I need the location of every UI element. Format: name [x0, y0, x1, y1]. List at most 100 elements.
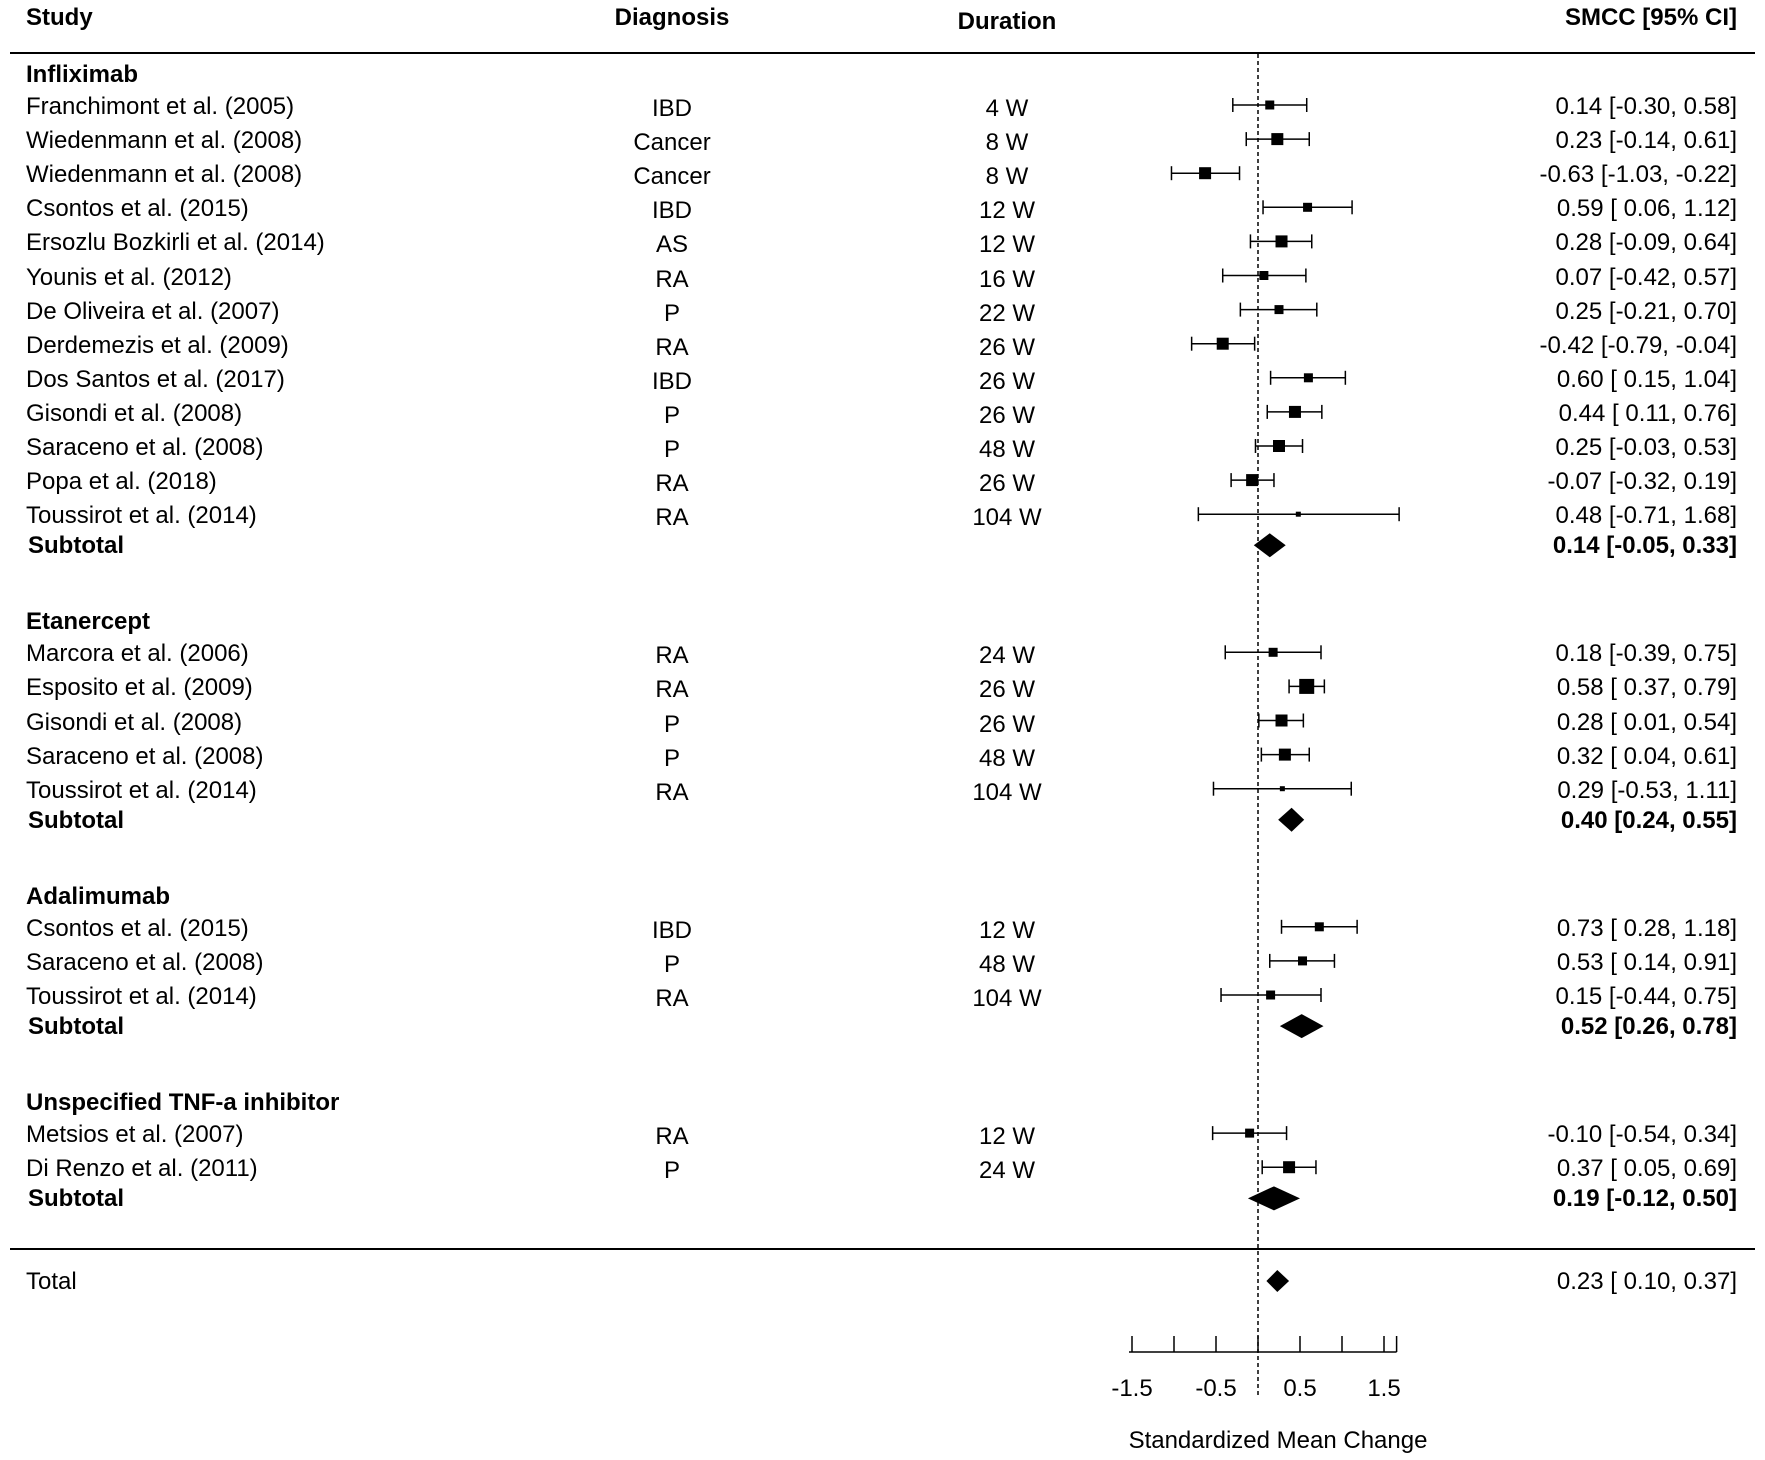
- subtotal-smcc: 0.19 [-0.12, 0.50]: [1552, 1185, 1737, 1213]
- duration-cell: 16 W: [978, 265, 1036, 293]
- duration-cell: 12 W: [978, 197, 1036, 225]
- subtotal-label: Subtotal: [28, 532, 124, 560]
- duration-cell: 12 W: [978, 916, 1036, 944]
- smcc-cell: 0.48 [-0.71, 1.68]: [1555, 502, 1737, 530]
- study-name: Di Renzo et al. (2011): [26, 1155, 258, 1183]
- point-estimate: [1299, 678, 1315, 694]
- study-name: Esposito et al. (2009): [26, 674, 253, 702]
- study-name: Franchimont et al. (2005): [26, 93, 295, 120]
- duration-cell: 8 W: [985, 163, 1029, 191]
- subtotal-smcc: 0.14 [-0.05, 0.33]: [1552, 532, 1737, 560]
- smcc-cell: -0.07 [-0.32, 0.19]: [1547, 468, 1737, 496]
- study-name: Popa et al. (2018): [26, 468, 217, 496]
- smcc-cell: -0.10 [-0.54, 0.34]: [1547, 1121, 1737, 1149]
- diagnosis-cell: IBD: [651, 95, 693, 122]
- subtotal-label: Subtotal: [28, 806, 124, 834]
- point-estimate: [1216, 337, 1229, 350]
- x-tick-label: 0.5: [1283, 1375, 1317, 1402]
- point-estimate: [1266, 990, 1276, 1000]
- diagnosis-cell: IBD: [651, 367, 693, 395]
- diagnosis-cell: RA: [655, 985, 689, 1012]
- point-estimate: [1274, 305, 1284, 315]
- study-name: Marcora et al. (2006): [26, 640, 249, 668]
- diagnosis-cell: P: [663, 1157, 681, 1185]
- subtotal-smcc: 0.40 [0.24, 0.55]: [1560, 806, 1737, 834]
- diagnosis-cell: RA: [655, 504, 689, 532]
- diagnosis-cell: IBD: [651, 197, 693, 225]
- subtotal-diamond: [1253, 533, 1286, 558]
- total-smcc: 0.23 [ 0.10, 0.37]: [1556, 1268, 1737, 1295]
- duration-cell: 24 W: [978, 642, 1036, 670]
- smcc-cell: 0.58 [ 0.37, 0.79]: [1556, 674, 1737, 702]
- diagnosis-cell: P: [663, 950, 681, 978]
- diagnosis-cell: IBD: [651, 916, 693, 944]
- duration-cell: 48 W: [978, 436, 1036, 463]
- duration-cell: 26 W: [978, 367, 1036, 395]
- diagnosis-cell: RA: [655, 265, 689, 293]
- point-estimate: [1279, 786, 1285, 792]
- duration-cell: 48 W: [978, 950, 1036, 978]
- smcc-cell: 0.15 [-0.44, 0.75]: [1555, 983, 1737, 1010]
- diagnosis-cell: P: [663, 299, 681, 327]
- study-name: Ersozlu Bozkirli et al. (2014): [26, 229, 325, 257]
- smcc-cell: 0.25 [-0.21, 0.70]: [1555, 297, 1737, 325]
- smcc-cell: -0.42 [-0.79, -0.04]: [1539, 331, 1737, 359]
- point-estimate: [1259, 271, 1269, 280]
- smcc-cell: 0.53 [ 0.14, 0.91]: [1556, 948, 1737, 976]
- point-estimate: [1314, 922, 1324, 932]
- diagnosis-cell: RA: [655, 676, 689, 704]
- header-rule: [10, 52, 1755, 54]
- diagnosis-cell: RA: [655, 778, 689, 806]
- diagnosis-cell: RA: [655, 470, 689, 498]
- total-diamond: [1266, 1270, 1290, 1292]
- study-name: Gisondi et al. (2008): [26, 399, 243, 427]
- point-estimate: [1268, 647, 1278, 657]
- duration-cell: 12 W: [978, 1123, 1036, 1151]
- header-smcc: SMCC [95% CI]: [1564, 4, 1737, 31]
- point-estimate: [1303, 373, 1313, 383]
- point-estimate: [1265, 100, 1275, 110]
- point-estimate: [1303, 202, 1313, 212]
- study-name: Toussirot et al. (2014): [26, 502, 257, 530]
- smcc-cell: 0.60 [ 0.15, 1.04]: [1556, 365, 1737, 393]
- duration-cell: 26 W: [978, 710, 1036, 738]
- group-label: Unspecified TNF-a inhibitor: [26, 1089, 340, 1117]
- point-estimate: [1298, 956, 1308, 966]
- duration-cell: 8 W: [985, 129, 1029, 157]
- duration-cell: 26 W: [978, 676, 1036, 704]
- x-tick-label: 1.5: [1367, 1375, 1401, 1402]
- study-name: Gisondi et al. (2008): [26, 708, 243, 736]
- smcc-cell: 0.44 [ 0.11, 0.76]: [1558, 399, 1737, 427]
- smcc-cell: 0.23 [-0.14, 0.61]: [1555, 127, 1737, 155]
- diagnosis-cell: RA: [655, 1123, 689, 1151]
- study-name: Csontos et al. (2015): [26, 195, 249, 223]
- study-name: De Oliveira et al. (2007): [26, 297, 280, 325]
- study-name: Csontos et al. (2015): [26, 914, 249, 942]
- point-estimate: [1271, 133, 1284, 146]
- smcc-cell: -0.63 [-1.03, -0.22]: [1539, 161, 1737, 189]
- header-duration: Duration: [957, 8, 1057, 35]
- point-estimate: [1288, 405, 1301, 418]
- study-name: Dos Santos et al. (2017): [26, 365, 285, 393]
- study-name: Saraceno et al. (2008): [26, 742, 264, 770]
- point-estimate: [1278, 748, 1291, 761]
- point-estimate: [1275, 235, 1288, 248]
- point-estimate: [1245, 1128, 1255, 1138]
- diagnosis-cell: Cancer: [633, 163, 711, 191]
- study-name: Toussirot et al. (2014): [26, 776, 257, 804]
- group-label: Etanercept: [26, 608, 151, 636]
- study-name: Toussirot et al. (2014): [26, 983, 257, 1010]
- smcc-cell: 0.37 [ 0.05, 0.69]: [1556, 1155, 1737, 1183]
- point-estimate: [1199, 167, 1212, 180]
- smcc-cell: 0.59 [ 0.06, 1.12]: [1556, 195, 1737, 223]
- diagnosis-cell: P: [663, 710, 681, 738]
- group-label: Infliximab: [26, 61, 139, 88]
- x-tick-label: -0.5: [1195, 1375, 1237, 1402]
- diagnosis-cell: RA: [655, 333, 689, 361]
- duration-cell: 104 W: [972, 985, 1042, 1012]
- subtotal-label: Subtotal: [28, 1013, 124, 1041]
- point-estimate: [1295, 511, 1301, 517]
- subtotal-smcc: 0.52 [0.26, 0.78]: [1560, 1013, 1737, 1041]
- duration-cell: 26 W: [978, 333, 1036, 361]
